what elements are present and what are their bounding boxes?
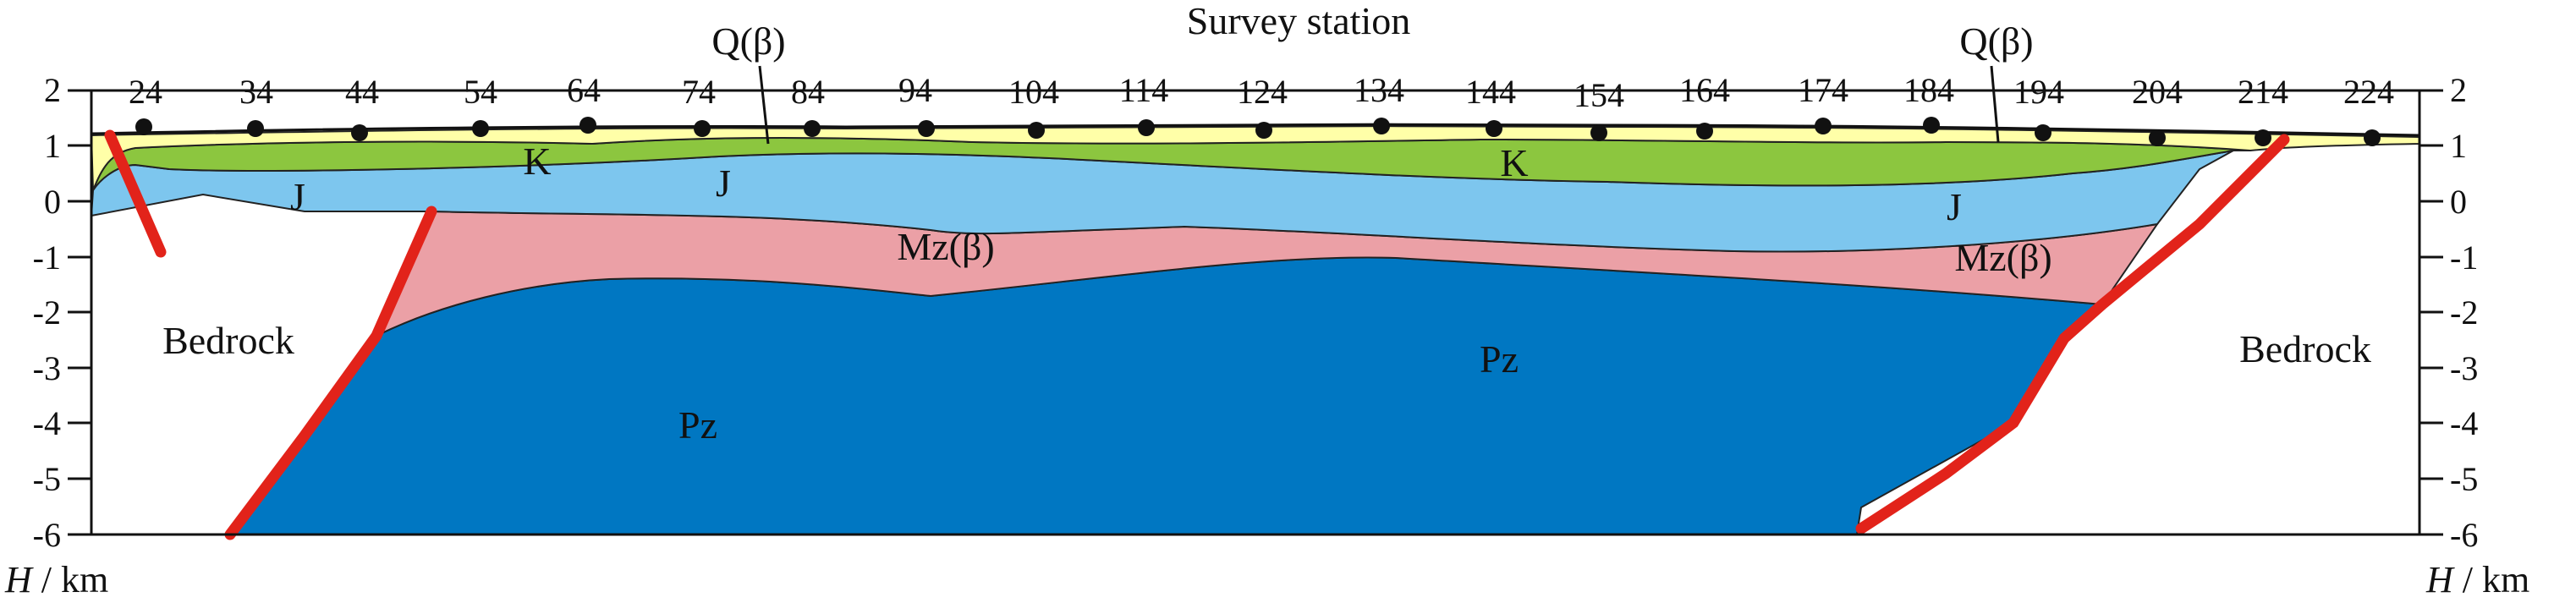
station-marker [694,120,711,137]
station-markers [135,117,2381,146]
right-tick-label: -4 [2450,404,2478,442]
station-marker [351,124,368,141]
station-label: 94 [898,71,932,109]
station-marker [1696,123,1713,140]
quaternary-label-left: Q(β) [711,19,785,63]
station-labels: 24 34 44 54 64 74 84 94 104 114 124 134 … [129,71,2394,114]
mesozoic-label-mid: Mz(β) [897,225,994,268]
paleozoic-layer [228,256,2105,535]
station-label: 144 [1465,73,1516,111]
station-label: 104 [1008,73,1059,111]
left-tick-label: -3 [33,349,61,387]
fault-line-right [1855,134,2290,534]
bedrock-label-right: Bedrock [2239,327,2371,370]
station-label: 194 [2013,73,2064,111]
jurassic-label-left: J [290,175,305,218]
quaternary-leader-right [1990,65,2000,143]
cretaceous-label-right: K [1500,141,1528,184]
station-marker [804,120,821,137]
quaternary-label-right: Q(β) [1959,19,2033,63]
left-tick-label: -2 [33,293,61,332]
station-marker [2364,129,2381,146]
fault-line-left-small [104,129,167,258]
station-label: 114 [1119,71,1169,109]
jurassic-label-mid: J [716,162,731,205]
survey-station-title: Survey station [1187,0,1410,42]
station-label: 224 [2343,73,2394,111]
mesozoic-label-right: Mz(β) [1954,236,2051,279]
right-tick-label: 1 [2450,127,2467,165]
left-tick-label: 2 [44,71,61,109]
station-label: 134 [1354,71,1404,109]
station-marker [1815,118,1832,134]
right-tick-label: -3 [2450,349,2478,387]
left-tick-label: 0 [44,183,61,221]
station-label: 204 [2132,73,2183,111]
station-marker [579,117,596,134]
station-label: 124 [1237,73,1288,111]
station-marker [2255,129,2271,146]
right-tick-label: -6 [2450,516,2478,554]
station-label: 154 [1574,76,1624,114]
right-tick-label: -2 [2450,293,2478,332]
station-label: 214 [2238,73,2288,111]
station-label: 84 [791,73,825,111]
station-marker [918,120,935,137]
left-y-axis: 2 1 0 -1 -2 -3 -4 -5 -6 [33,71,91,554]
station-marker [2149,129,2166,146]
station-marker [1590,124,1607,141]
right-tick-label: -1 [2450,238,2478,277]
station-label: 24 [129,73,162,111]
quaternary-leader-left [758,65,770,145]
station-marker [1486,120,1502,137]
cretaceous-label-left: K [523,140,551,183]
left-axis-unit: H / km [4,559,108,600]
bedrock-label-left: Bedrock [162,319,294,362]
right-tick-label: 2 [2450,71,2467,109]
paleozoic-label-left: Pz [678,403,717,447]
left-tick-label: -4 [33,404,61,442]
right-axis-unit: H / km [2425,559,2529,600]
station-label: 64 [567,71,601,109]
station-marker [1255,122,1272,139]
station-marker [1923,117,1940,134]
quaternary-layer [90,125,2420,191]
station-marker [2035,124,2051,141]
left-tick-label: 1 [44,127,61,165]
right-tick-label: 0 [2450,183,2467,221]
right-tick-label: -5 [2450,460,2478,498]
station-label: 164 [1679,71,1730,109]
station-marker [247,120,264,137]
station-label: 44 [345,73,379,111]
station-marker [1138,119,1155,136]
station-label: 174 [1798,71,1848,109]
left-tick-label: -1 [33,238,61,277]
station-marker [135,118,152,135]
station-label: 184 [1903,71,1954,109]
station-label: 34 [239,73,273,111]
station-label: 54 [464,73,497,111]
fault-line-left [224,206,437,540]
right-y-axis: 2 1 0 -1 -2 -3 -4 -5 -6 [2419,71,2478,554]
station-marker [1028,122,1045,139]
left-tick-label: -6 [33,516,61,554]
left-tick-label: -5 [33,460,61,498]
station-label: 74 [682,73,716,111]
jurassic-label-right: J [1947,185,1962,228]
paleozoic-label-mid: Pz [1480,337,1519,381]
station-marker [1373,118,1390,134]
station-marker [472,120,489,137]
